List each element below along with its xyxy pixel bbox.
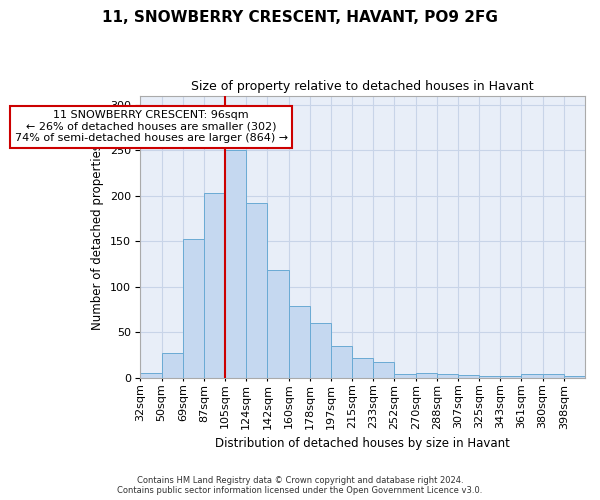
- Bar: [352, 358, 373, 378]
- Bar: [394, 374, 416, 378]
- Bar: [204, 193, 225, 378]
- Y-axis label: Number of detached properties: Number of detached properties: [91, 144, 104, 330]
- Bar: [500, 376, 521, 378]
- Bar: [247, 203, 268, 378]
- Bar: [268, 270, 289, 378]
- Title: Size of property relative to detached houses in Havant: Size of property relative to detached ho…: [191, 80, 534, 93]
- Bar: [310, 324, 331, 378]
- Text: 11 SNOWBERRY CRESCENT: 96sqm
← 26% of detached houses are smaller (302)
74% of s: 11 SNOWBERRY CRESCENT: 96sqm ← 26% of de…: [14, 110, 287, 144]
- Bar: [161, 354, 183, 378]
- Text: Contains HM Land Registry data © Crown copyright and database right 2024.
Contai: Contains HM Land Registry data © Crown c…: [118, 476, 482, 495]
- Bar: [289, 306, 310, 378]
- Bar: [458, 376, 479, 378]
- Bar: [331, 346, 352, 378]
- Bar: [225, 150, 247, 378]
- Bar: [183, 238, 204, 378]
- Bar: [373, 362, 394, 378]
- Bar: [542, 374, 564, 378]
- Bar: [437, 374, 458, 378]
- Text: 11, SNOWBERRY CRESCENT, HAVANT, PO9 2FG: 11, SNOWBERRY CRESCENT, HAVANT, PO9 2FG: [102, 10, 498, 25]
- Bar: [416, 374, 437, 378]
- X-axis label: Distribution of detached houses by size in Havant: Distribution of detached houses by size …: [215, 437, 510, 450]
- Bar: [564, 376, 585, 378]
- Bar: [479, 376, 500, 378]
- Bar: [140, 372, 161, 378]
- Bar: [521, 374, 542, 378]
